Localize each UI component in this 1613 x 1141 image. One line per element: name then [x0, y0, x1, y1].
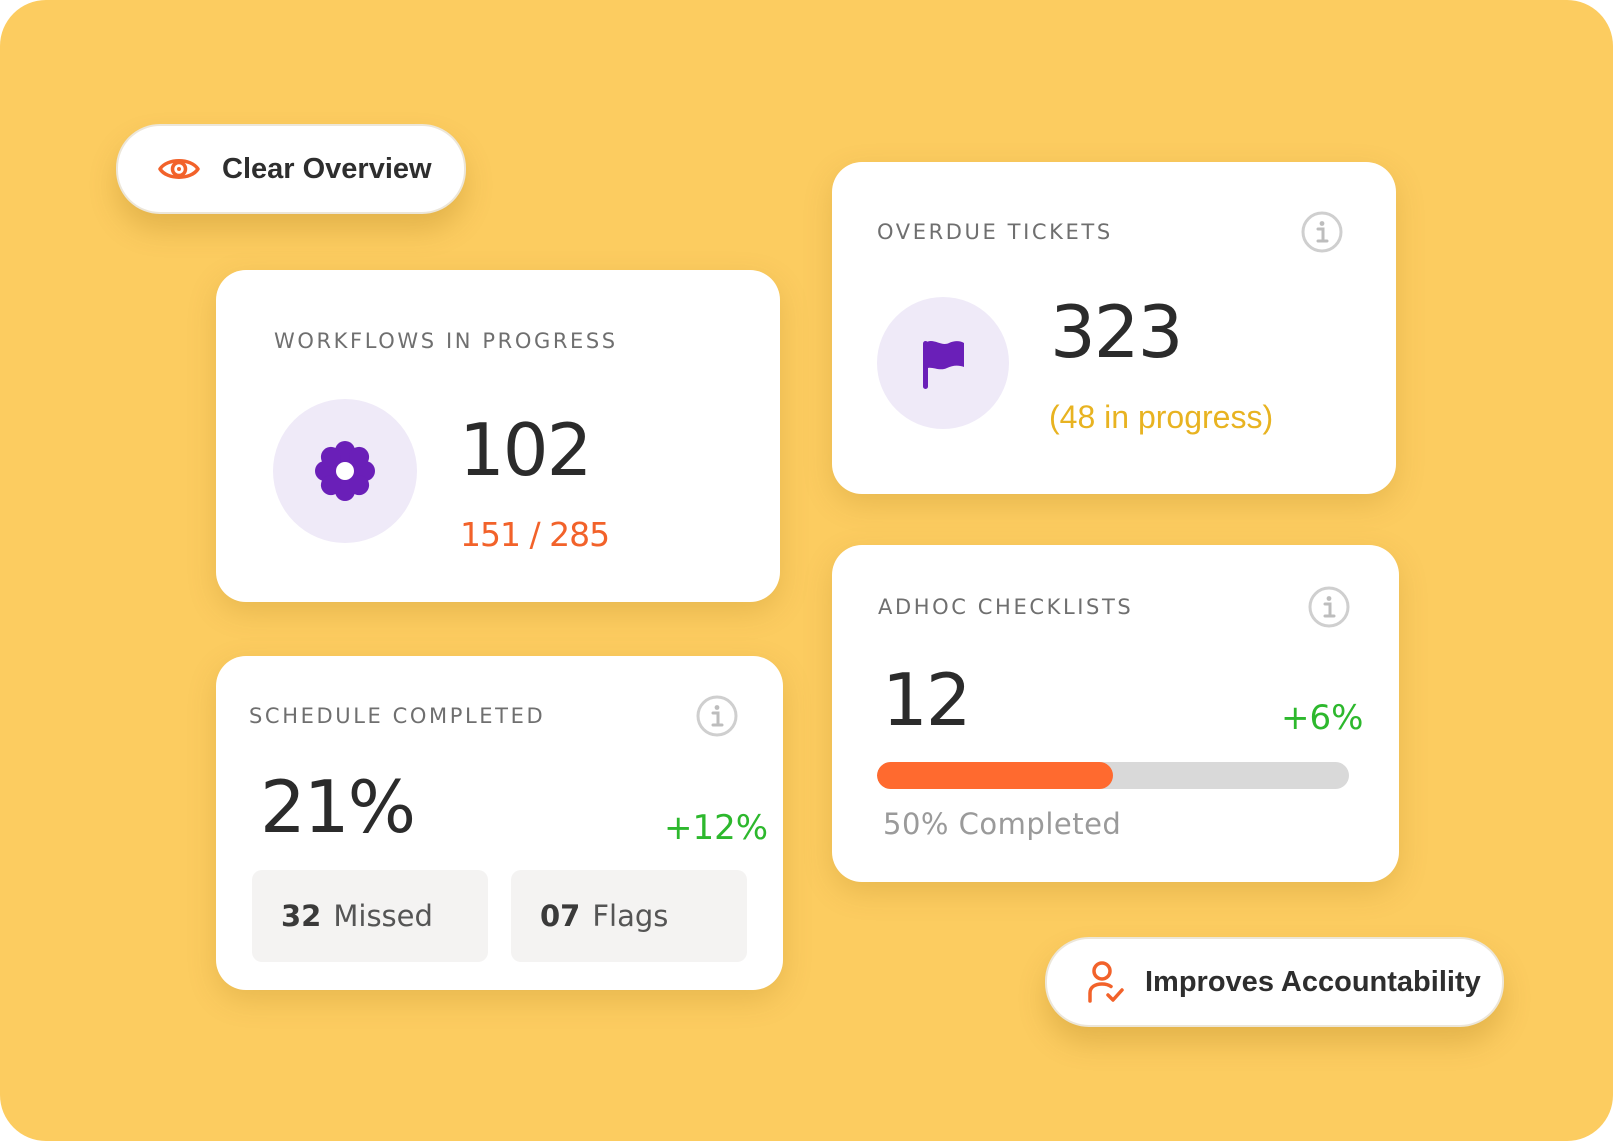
flags-stat: 07 Flags [511, 870, 747, 962]
progress-label: 50% Completed [883, 807, 1122, 841]
clear-overview-label: Clear Overview [222, 152, 432, 185]
overdue-title: OVERDUE TICKETS [877, 220, 1113, 244]
overdue-icon-circle [877, 297, 1009, 429]
progress-track [877, 762, 1349, 789]
flags-count: 07 [540, 899, 581, 933]
info-icon[interactable] [695, 694, 739, 738]
overdue-card: OVERDUE TICKETS 323 (48 in progress) [832, 162, 1396, 494]
adhoc-value: 12 [882, 658, 972, 742]
progress-fill [877, 762, 1113, 789]
workflows-sub: 151 / 285 [460, 515, 610, 554]
missed-stat: 32 Missed [252, 870, 488, 962]
adhoc-title: ADHOC CHECKLISTS [878, 595, 1134, 619]
missed-count: 32 [281, 899, 322, 933]
adhoc-change: +6% [1281, 698, 1364, 738]
schedule-card: SCHEDULE COMPLETED 21% +12% 32 Missed 07… [216, 656, 783, 990]
workflows-icon-circle [273, 399, 417, 543]
schedule-title: SCHEDULE COMPLETED [249, 704, 546, 728]
info-icon[interactable] [1307, 585, 1351, 629]
adhoc-card: ADHOC CHECKLISTS 12 +6% 50% Completed [832, 545, 1399, 882]
improves-accountability-pill[interactable]: Improves Accountability [1045, 937, 1504, 1027]
eye-icon [158, 154, 200, 184]
gear-icon [313, 439, 377, 503]
missed-label: Missed [333, 899, 433, 933]
flag-icon [919, 335, 967, 391]
workflows-value: 102 [459, 408, 592, 492]
workflows-card: WORKFLOWS IN PROGRESS [216, 270, 780, 602]
schedule-value: 21% [260, 765, 416, 849]
schedule-change: +12% [664, 808, 769, 848]
overdue-sub: (48 in progress) [1049, 399, 1274, 435]
user-check-icon [1087, 960, 1125, 1004]
flags-label: Flags [592, 899, 669, 933]
improves-accountability-label: Improves Accountability [1145, 965, 1481, 998]
overdue-value: 323 [1050, 290, 1183, 374]
info-icon[interactable] [1300, 210, 1344, 254]
workflows-title: WORKFLOWS IN PROGRESS [274, 329, 618, 353]
clear-overview-pill[interactable]: Clear Overview [116, 124, 466, 214]
